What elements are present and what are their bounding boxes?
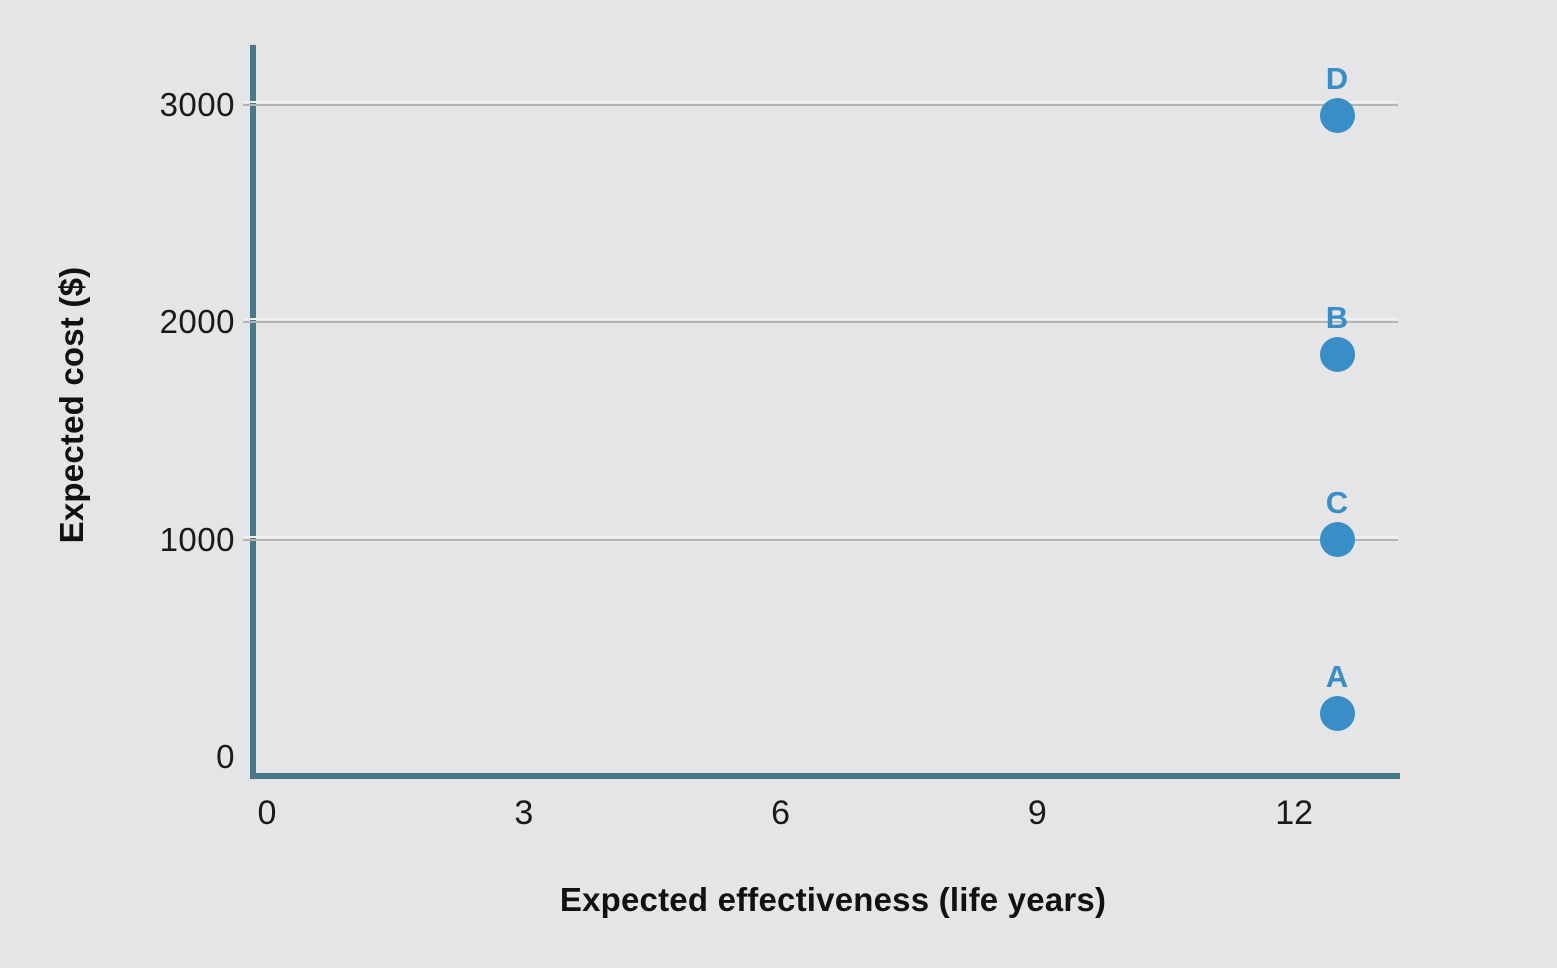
- y-tick-label-1000: 1000: [159, 520, 235, 558]
- point-label-b: B: [1325, 299, 1349, 335]
- x-tick-label-0: 0: [257, 794, 277, 832]
- y-gridline-1000: [243, 538, 1398, 541]
- y-gridline-3000: [243, 104, 1398, 106]
- y-gridline-2000: [243, 321, 1398, 324]
- y-axis-line: [250, 45, 256, 779]
- data-point-a: [1319, 696, 1355, 732]
- x-tick-label-6: 6: [771, 794, 791, 832]
- x-axis-line: [250, 773, 1400, 779]
- y-tick-label-0: 0: [216, 738, 235, 775]
- y-tick-label-2000: 2000: [159, 303, 235, 341]
- data-point-b: [1319, 337, 1355, 373]
- x-tick-label-3: 3: [514, 794, 534, 832]
- point-label-c: C: [1325, 484, 1349, 520]
- y-tick-label-3000: 3000: [159, 86, 235, 123]
- x-tick-label-9: 9: [1027, 794, 1047, 832]
- data-point-d: [1319, 98, 1355, 134]
- data-point-c: [1319, 522, 1355, 558]
- x-tick-label-12: 12: [1275, 794, 1314, 832]
- point-label-a: A: [1325, 658, 1349, 694]
- point-label-d: D: [1325, 60, 1349, 96]
- x-axis-title: Expected effectiveness (life years): [559, 881, 1107, 918]
